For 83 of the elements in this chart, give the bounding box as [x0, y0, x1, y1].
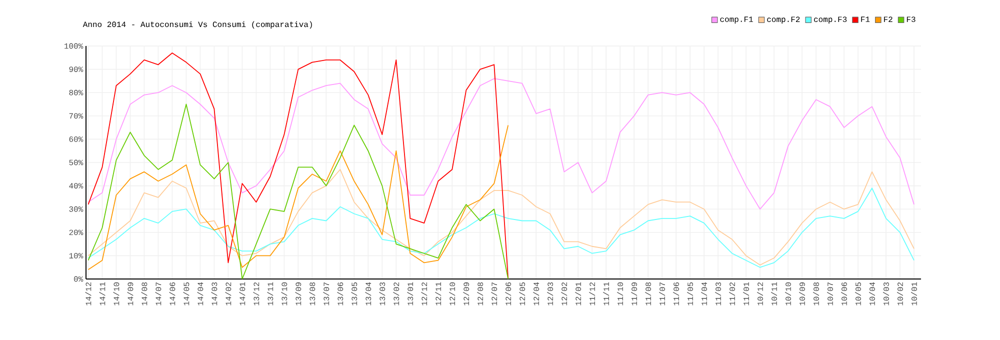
x-tick-label: 11/03 [715, 282, 722, 306]
x-tick-label: 12/07 [491, 282, 498, 306]
y-tick-label: 10% [69, 252, 84, 258]
legend-label: F3 [906, 16, 916, 22]
x-tick-label: 13/09 [295, 282, 302, 306]
line-series [88, 104, 509, 279]
x-tick-label: 11/08 [645, 282, 652, 306]
line-series [88, 188, 914, 268]
x-tick-label: 13/01 [407, 282, 414, 306]
x-tick-label: 12/01 [575, 282, 582, 306]
x-tick-label: 12/08 [477, 282, 484, 306]
x-tick-label: 11/07 [659, 282, 666, 306]
x-tick-label: 14/02 [225, 282, 232, 306]
x-tick-label: 14/08 [141, 282, 148, 306]
x-tick-label: 14/11 [99, 282, 106, 306]
x-tick-label: 12/04 [533, 282, 540, 306]
x-tick-label: 10/02 [897, 282, 903, 306]
x-tick-label: 10/01 [911, 282, 917, 306]
legend-label: F2 [884, 16, 892, 22]
x-tick-label: 11/06 [673, 282, 680, 306]
x-tick-label: 14/03 [211, 282, 218, 306]
x-tick-label: 11/01 [743, 282, 749, 306]
y-tick-label: 30% [69, 206, 84, 212]
x-tick-label: 11/11 [603, 282, 610, 306]
x-tick-label: 11/04 [701, 282, 708, 306]
x-tick-label: 12/09 [463, 282, 470, 306]
x-tick-label: 14/12 [85, 282, 92, 306]
x-tick-label: 10/03 [883, 282, 889, 306]
line-series [88, 124, 509, 270]
line-series [88, 78, 914, 210]
x-tick-label: 14/07 [155, 282, 162, 306]
x-tick-label: 10/10 [785, 282, 791, 306]
legend-label: comp.F1 [720, 16, 753, 24]
x-tick-label: 12/11 [435, 282, 442, 306]
x-tick-label: 13/12 [253, 282, 260, 306]
x-tick-label: 10/11 [771, 282, 777, 306]
y-tick-label: 40% [69, 183, 84, 189]
x-tick-label: 14/10 [113, 282, 120, 306]
x-tick-label: 14/01 [239, 282, 246, 306]
y-tick-label: 60% [69, 136, 84, 142]
y-tick-label: 50% [69, 160, 84, 166]
x-tick-label: 13/08 [309, 282, 316, 306]
x-tick-label: 10/06 [841, 282, 847, 306]
x-tick-label: 12/02 [561, 282, 568, 306]
x-tick-label: 13/11 [267, 282, 274, 306]
y-tick-label: 20% [69, 230, 84, 236]
y-tick-label: 70% [69, 113, 84, 119]
x-tick-label: 14/09 [127, 282, 134, 306]
legend-label: F1 [861, 16, 870, 22]
x-tick-label: 12/05 [519, 282, 526, 306]
x-tick-label: 12/10 [449, 282, 456, 306]
legend-label: comp.F3 [814, 16, 847, 24]
x-tick-label: 11/05 [687, 282, 694, 306]
x-tick-label: 11/09 [631, 282, 638, 306]
x-tick-label: 11/02 [729, 282, 735, 306]
x-tick-label: 13/07 [323, 282, 330, 306]
y-tick-label: 80% [69, 90, 84, 96]
x-tick-label: 14/06 [169, 282, 176, 306]
x-tick-label: 13/04 [365, 282, 372, 306]
y-tick-label: 0% [74, 276, 84, 282]
x-tick-label: 12/06 [505, 282, 512, 306]
line-series [88, 52, 509, 279]
x-tick-label: 11/12 [589, 282, 596, 306]
x-tick-label: 13/06 [337, 282, 344, 306]
x-tick-label: 10/04 [869, 282, 875, 306]
x-tick-label: 13/03 [379, 282, 386, 306]
legend-label: comp.F2 [767, 16, 800, 24]
x-tick-label: 10/08 [813, 282, 819, 306]
x-tick-label: 13/05 [351, 282, 358, 306]
x-tick-label: 10/07 [827, 282, 833, 306]
y-tick-label: 90% [69, 66, 84, 72]
x-tick-label: 10/09 [799, 282, 805, 306]
x-tick-label: 10/12 [757, 282, 763, 306]
x-tick-label: 13/10 [281, 282, 288, 306]
x-tick-label: 11/10 [617, 282, 624, 306]
chart-title: Anno 2014 - Autoconsumi Vs Consumi (comparativa) [82, 21, 312, 29]
x-tick-label: 14/05 [183, 282, 190, 306]
x-tick-label: 12/03 [547, 282, 554, 306]
x-tick-label: 14/04 [197, 282, 204, 306]
y-tick-label: 100% [64, 43, 84, 49]
x-tick-label: 10/05 [855, 282, 861, 306]
x-tick-label: 13/02 [393, 282, 400, 306]
x-tick-label: 12/12 [421, 282, 428, 306]
